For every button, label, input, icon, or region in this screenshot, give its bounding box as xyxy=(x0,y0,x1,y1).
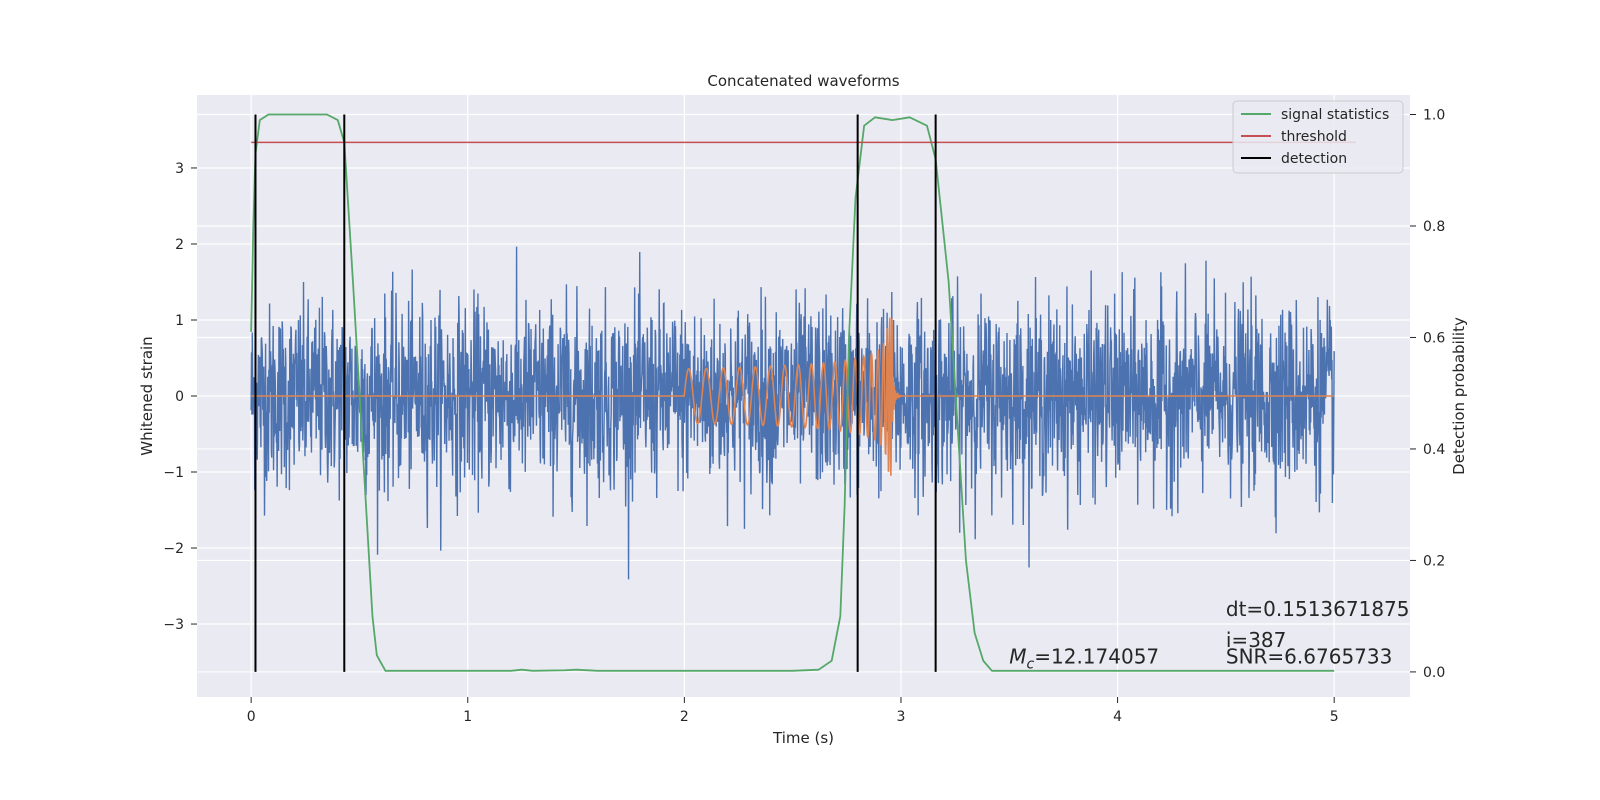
x-tick-label: 3 xyxy=(897,709,906,725)
y-tick-label: −1 xyxy=(163,465,184,481)
chirp-series-line xyxy=(251,317,1335,476)
y-tick-label: −2 xyxy=(163,541,184,557)
y2-tick-label: 0.8 xyxy=(1423,219,1445,235)
y2-tick-label: 0.4 xyxy=(1423,442,1445,458)
signal-statistics-line xyxy=(250,113,1335,672)
y-tick-label: −3 xyxy=(163,617,184,633)
axes-layer: 0 1 2 3 4 5 −3 −2 −1 0 1 2 3 0.0 0.2 0.4 0.6 0.8 1.0 xyxy=(163,108,1445,725)
y2-tick-label: 1.0 xyxy=(1423,108,1445,124)
y-axis-label: Whitened strain xyxy=(138,336,156,455)
legend-label: detection xyxy=(1281,151,1347,167)
y-tick-label: 1 xyxy=(175,313,184,329)
mc-annotation: Mc=12.174057 xyxy=(1009,645,1159,673)
y2-axis-label: Detection probability xyxy=(1450,317,1468,475)
legend-label: threshold xyxy=(1281,129,1347,145)
dt-annotation: dt=0.1513671875 xyxy=(1226,597,1410,621)
x-tick-label: 2 xyxy=(680,709,689,725)
snr-annotation: SNR=6.6765733 xyxy=(1226,645,1392,669)
series-clip-group xyxy=(250,113,1356,672)
chart-title: Concatenated waveforms xyxy=(707,72,899,90)
x-axis-label: Time (s) xyxy=(772,729,834,747)
legend: signal statistics threshold detection xyxy=(1232,100,1404,174)
y-tick-label: 3 xyxy=(175,161,184,177)
x-tick-label: 5 xyxy=(1330,709,1339,725)
annotations: Mc=12.174057 dt=0.1513671875 i=387SNR=6.67… xyxy=(1009,597,1409,672)
legend-box xyxy=(1232,100,1404,174)
y2-tick-label: 0.2 xyxy=(1423,553,1445,569)
y2-tick-label: 0.6 xyxy=(1423,330,1445,346)
x-tick-label: 1 xyxy=(463,709,472,725)
x-tick-label: 0 xyxy=(247,709,256,725)
x-tick-label: 4 xyxy=(1113,709,1122,725)
y2-tick-label: 0.0 xyxy=(1423,665,1445,681)
series-layer xyxy=(250,113,1356,672)
y-tick-label: 2 xyxy=(175,237,184,253)
y-tick-label: 0 xyxy=(175,389,184,405)
noise-series-line xyxy=(250,246,1335,580)
legend-label: signal statistics xyxy=(1281,107,1389,123)
i-annotation: i=387 xyxy=(1226,628,1287,652)
